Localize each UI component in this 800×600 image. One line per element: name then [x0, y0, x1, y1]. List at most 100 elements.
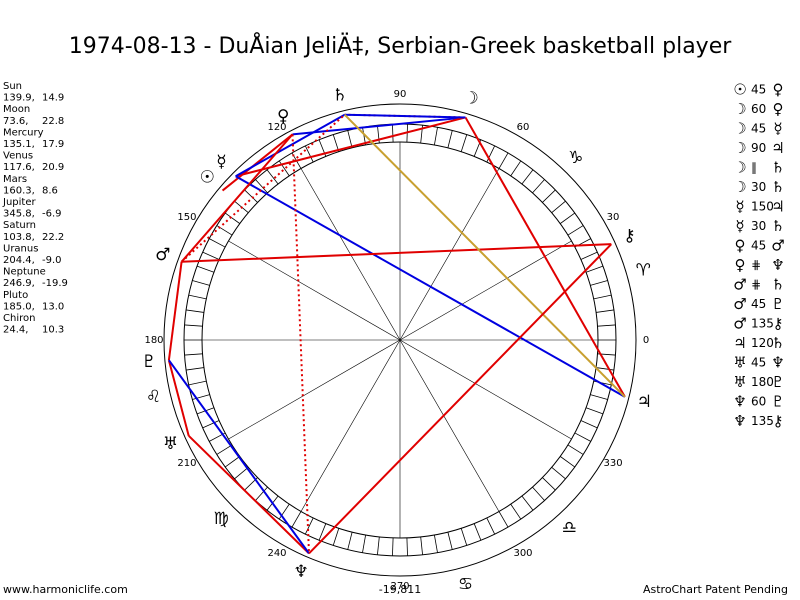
ring-tick [542, 477, 556, 491]
degree-label: 60 [517, 122, 530, 133]
ring-tick [202, 420, 220, 429]
spoke [399, 168, 500, 341]
ring-tick [184, 353, 203, 356]
aspect-from: ☿ [735, 217, 744, 235]
planet-name: Mars [3, 174, 27, 185]
aspect-line [181, 243, 612, 263]
ring-tick [585, 407, 604, 415]
aspect-angle: 45 [751, 83, 766, 97]
ring-tick [542, 189, 556, 203]
aspect-from: ☽ [733, 100, 746, 118]
ring-tick [362, 127, 367, 146]
aspect-to: ♆ [771, 256, 784, 274]
ring-tick [362, 534, 367, 553]
ring-tick [291, 511, 302, 528]
ring-tick [510, 503, 522, 520]
ring-tick [278, 503, 290, 520]
aspect-line [344, 113, 466, 119]
ring-tick [580, 420, 598, 429]
aspect-angle: 60 [751, 102, 766, 116]
aspect-line [291, 134, 310, 554]
planet-name: Jupiter [2, 197, 36, 208]
spoke [399, 240, 572, 341]
ring-tick [596, 367, 614, 371]
ring-tick [184, 324, 203, 327]
ring-tick [596, 309, 614, 313]
ring-tick [433, 534, 438, 553]
ring-tick [202, 251, 220, 260]
aspect-from: ♀ [735, 237, 746, 255]
ring-tick [447, 532, 453, 550]
ring-tick [225, 456, 241, 468]
ring-tick [532, 179, 545, 194]
aspect-line [235, 116, 466, 178]
aspect-to: ♄ [771, 178, 784, 196]
aspect-angle: 60 [751, 395, 766, 409]
planet-lat: -19.9 [42, 278, 68, 289]
ring-tick [332, 528, 340, 546]
aspect-angle: 90 [751, 141, 766, 155]
aspect-to: ♀ [773, 81, 784, 99]
ring-tick [521, 495, 534, 511]
planet-name: Saturn [3, 220, 36, 231]
ring-tick [278, 160, 290, 177]
planet-glyph: ♅ [163, 434, 178, 454]
aspect-to: ♃ [771, 139, 784, 157]
aspect-from: ♂ [733, 315, 746, 333]
aspect-angle: 150 [751, 200, 774, 214]
planet-lon: 103.8, [3, 232, 35, 243]
planet-lon: 204.4, [3, 255, 35, 266]
aspect-from: ♅ [733, 373, 746, 391]
planet-name: Neptune [3, 267, 46, 278]
degree-label: 330 [603, 458, 622, 469]
aspect-to: ♇ [771, 295, 784, 313]
aspect-from: ☽ [733, 139, 746, 157]
ring-tick [420, 536, 423, 555]
degree-label: 120 [267, 122, 286, 133]
ring-tick [186, 367, 204, 371]
ring-tick [216, 444, 233, 455]
ring-tick [186, 309, 204, 313]
aspect-angle: ⋕ [751, 258, 761, 272]
sign-glyph: ♍ [213, 509, 228, 529]
sign-glyph: ♋ [458, 574, 473, 594]
planet-glyph: ⚷ [623, 226, 635, 246]
planet-lon: 24.4, [3, 325, 28, 336]
planet-glyph: ♂ [155, 245, 170, 265]
aspect-line [292, 116, 466, 136]
ring-tick [593, 294, 612, 300]
aspect-angle: 135 [751, 317, 774, 331]
ring-tick [377, 536, 380, 555]
ring-tick [347, 130, 353, 148]
planet-lat: 13.0 [42, 301, 64, 312]
aspect-to: ♂ [771, 237, 784, 255]
aspect-from: ☽ [733, 159, 746, 177]
planet-name: Venus [3, 151, 33, 162]
degree-label: 30 [607, 212, 620, 223]
aspect-from: ♀ [735, 256, 746, 274]
planet-lat: 22.8 [42, 116, 64, 127]
ring-tick [486, 517, 496, 535]
planet-glyph: ♄ [332, 85, 347, 105]
degree-label: 300 [513, 548, 532, 559]
aspect-line [464, 116, 626, 398]
ring-tick [188, 380, 207, 386]
aspect-angle: 120 [751, 336, 774, 350]
planet-name: Chiron [3, 313, 35, 324]
spoke [399, 339, 572, 440]
ring-tick [551, 200, 566, 214]
aspect-angle: 180 [751, 375, 774, 389]
planet-lon: 345.8, [3, 209, 35, 220]
planet-glyph: ☉ [200, 168, 215, 188]
planet-glyph: ☽ [464, 88, 479, 108]
planet-lon: 73.6, [3, 116, 28, 127]
aspect-angle: 45 [751, 297, 766, 311]
planet-lat: 14.9 [42, 93, 64, 104]
aspect-angle: 30 [751, 219, 766, 233]
aspect-angle: 135 [751, 414, 774, 428]
planet-lat: 22.2 [42, 232, 64, 243]
ring-tick [266, 169, 279, 185]
ring-tick [597, 324, 616, 327]
planet-lon: 117.6, [3, 162, 35, 173]
planet-glyph: ♃ [637, 392, 652, 412]
